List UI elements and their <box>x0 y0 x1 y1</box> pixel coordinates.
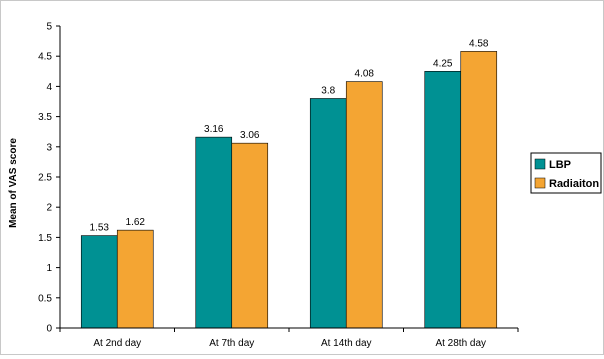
bar-lbp <box>424 71 462 329</box>
y-tick-label: 2 <box>46 203 52 214</box>
legend-label-radiaiton: Radiaiton <box>549 178 599 190</box>
y-tick-label: 0.5 <box>38 293 52 304</box>
data-label: 4.25 <box>433 58 453 69</box>
bar-lbp <box>309 98 347 329</box>
x-tick-label: At 28th day <box>435 338 486 349</box>
bar-series <box>80 51 498 329</box>
legend: LBP Radiaiton <box>530 152 602 194</box>
legend-label-lbp: LBP <box>549 159 571 171</box>
x-tick-label: At 7th day <box>209 338 254 349</box>
y-axis-ticks: 0 0.5 1 1.5 2 2.5 3 3.5 4 4.5 5 <box>38 22 60 335</box>
y-tick-label: 1.5 <box>38 233 52 244</box>
y-tick-label: 3.5 <box>38 112 52 123</box>
x-tick-label: At 2nd day <box>93 338 141 349</box>
legend-swatch-lbp <box>534 158 546 170</box>
y-tick-label: 2.5 <box>38 173 52 184</box>
bar-radiaiton <box>231 142 269 329</box>
y-tick-label: 5 <box>46 22 52 33</box>
data-labels: 1.53 3.16 3.8 4.25 1.62 3.06 4.08 4.58 <box>90 38 489 233</box>
data-label: 4.58 <box>469 38 489 49</box>
data-label: 3.16 <box>204 124 224 135</box>
x-axis-ticks: At 2nd day At 7th day At 14th day At 28th d… <box>59 328 519 349</box>
data-label: 1.53 <box>90 223 110 234</box>
y-tick-label: 0 <box>46 324 52 335</box>
bar-radiaiton <box>116 229 154 329</box>
data-label: 1.62 <box>126 217 146 228</box>
data-label: 3.06 <box>240 130 260 141</box>
bar-radiaiton <box>345 81 383 329</box>
legend-swatch-radiaiton <box>534 177 546 189</box>
y-tick-label: 1 <box>46 263 52 274</box>
y-axis-title: Mean of VAS score <box>8 138 19 228</box>
data-label: 4.08 <box>355 69 375 80</box>
x-tick-label: At 14th day <box>321 338 372 349</box>
bar-lbp <box>195 136 233 329</box>
bar-radiaiton <box>460 51 498 329</box>
y-tick-label: 4 <box>46 82 52 93</box>
y-tick-label: 3 <box>46 142 52 153</box>
bar-lbp <box>80 235 118 329</box>
y-tick-label: 4.5 <box>38 52 52 63</box>
data-label: 3.8 <box>321 85 335 96</box>
